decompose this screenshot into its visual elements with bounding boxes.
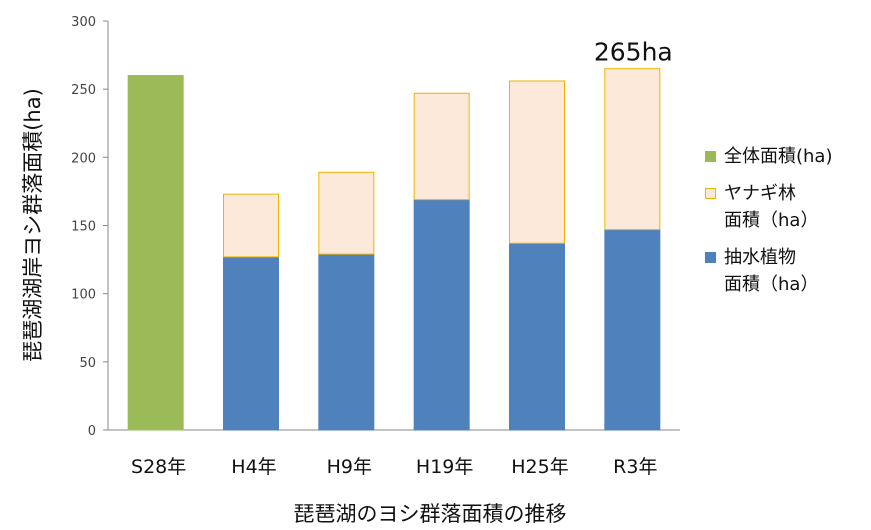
axes: [107, 21, 680, 431]
bar-segment: [604, 68, 661, 231]
y-axis-title: 琵琶湖湖岸ヨシ群落面積(ha): [21, 88, 45, 362]
x-category-label: S28年: [131, 456, 186, 478]
y-ticks: 0 50 100 150 200 250 300: [71, 15, 108, 439]
x-category-label: H4年: [231, 456, 276, 478]
bar-segment: [127, 75, 184, 431]
y-tick-label: 0: [88, 424, 96, 439]
bar-segment: [604, 229, 661, 431]
bar-segment: [413, 199, 470, 431]
legend-label: 全体面積(ha): [724, 146, 833, 167]
legend-label: 抽水植物 面積（ha）: [724, 247, 819, 295]
bars: [127, 68, 661, 431]
y-tick-label: 50: [79, 356, 96, 371]
legend-item: 全体面積(ha): [705, 143, 870, 170]
legend-item: ヤナギ林 面積（ha）: [705, 180, 870, 234]
annotations: 265ha: [594, 38, 673, 67]
x-category-label: H25年: [511, 456, 568, 478]
y-tick-label: 250: [71, 83, 96, 98]
y-tick-label: 150: [71, 220, 96, 235]
legend-swatch: [705, 252, 716, 263]
y-tick-label: 200: [71, 151, 96, 166]
bar-segment: [318, 171, 375, 255]
bar-segment: [413, 92, 470, 201]
legend-label: ヤナギ林 面積（ha）: [724, 183, 819, 231]
bar-segment: [223, 256, 279, 431]
y-tick-label: 300: [71, 15, 96, 30]
bar-segment: [509, 80, 565, 244]
legend-item: 抽水植物 面積（ha）: [705, 244, 870, 298]
x-categories: S28年 H4年 H9年 H19年 H25年 R3年: [131, 456, 657, 478]
x-category-label: H9年: [327, 456, 372, 478]
x-category-label: R3年: [613, 456, 657, 478]
bar-segment: [318, 253, 375, 431]
legend: 全体面積(ha) ヤナギ林 面積（ha） 抽水植物 面積（ha）: [705, 143, 870, 308]
bar-segment: [223, 193, 279, 258]
total-annotation: 265ha: [594, 38, 673, 67]
x-axis-title: 琵琶湖のヨシ群落面積の推移: [294, 502, 567, 526]
legend-swatch: [705, 188, 716, 199]
y-tick-label: 100: [71, 288, 96, 303]
x-category-label: H19年: [416, 456, 473, 478]
bar-segment: [509, 242, 565, 431]
legend-swatch: [705, 151, 716, 162]
